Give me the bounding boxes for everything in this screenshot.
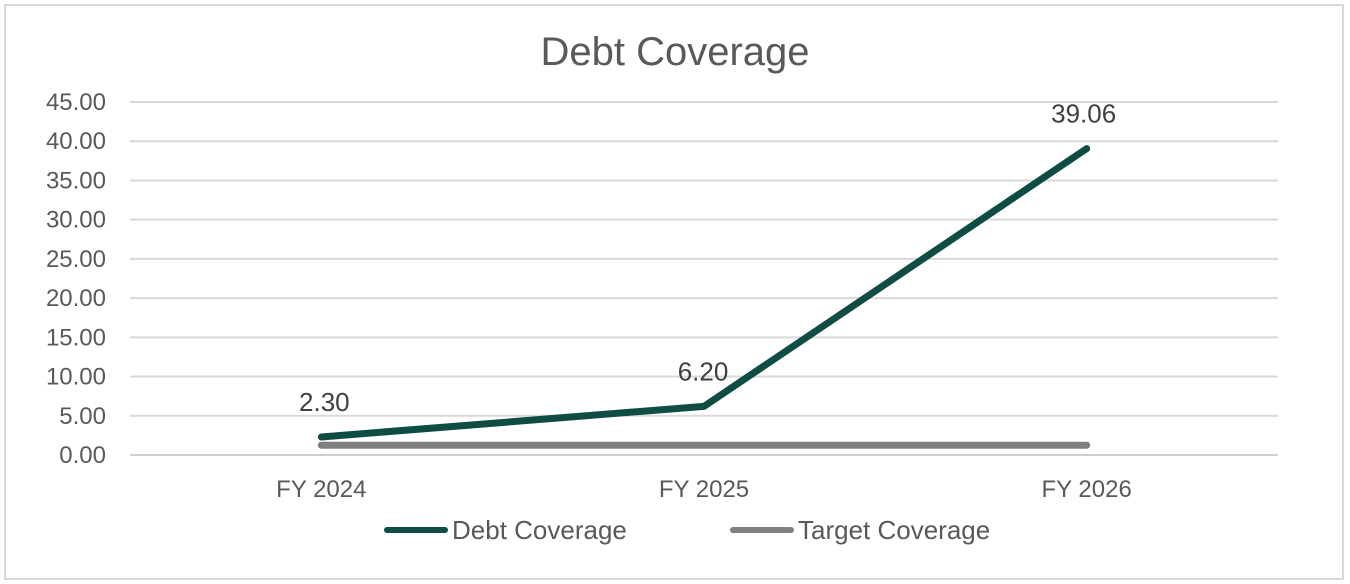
y-tick-label: 5.00 xyxy=(59,403,106,430)
legend-swatch-debt-coverage xyxy=(384,527,448,533)
legend-item-debt-coverage: Debt Coverage xyxy=(384,512,627,548)
data-label: 2.30 xyxy=(299,387,350,417)
y-tick-label: 10.00 xyxy=(46,364,106,391)
x-tick-label: FY 2026 xyxy=(1042,476,1132,503)
chart-frame xyxy=(4,4,1344,580)
data-label: 6.20 xyxy=(678,356,729,386)
chart-legend: Debt Coverage Target Coverage xyxy=(0,512,1350,548)
y-tick-label: 35.00 xyxy=(46,167,106,194)
legend-label-debt-coverage: Debt Coverage xyxy=(452,514,627,545)
y-tick-label: 45.00 xyxy=(46,89,106,116)
y-tick-label: 30.00 xyxy=(46,207,106,234)
y-tick-label: 40.00 xyxy=(46,128,106,155)
series-line-debt-coverage xyxy=(317,145,1091,441)
y-tick-label: 20.00 xyxy=(46,285,106,312)
x-tick-label: FY 2025 xyxy=(659,476,749,503)
legend-swatch-target-coverage xyxy=(730,527,794,533)
y-tick-label: 25.00 xyxy=(46,246,106,273)
legend-label-target-coverage: Target Coverage xyxy=(798,514,991,545)
y-tick-label: 0.00 xyxy=(59,442,106,469)
y-tick-label: 15.00 xyxy=(46,324,106,351)
x-tick-label: FY 2024 xyxy=(276,476,366,503)
data-label: 39.06 xyxy=(1051,99,1116,129)
chart-title: Debt Coverage xyxy=(540,30,810,74)
legend-item-target-coverage: Target Coverage xyxy=(730,512,990,548)
